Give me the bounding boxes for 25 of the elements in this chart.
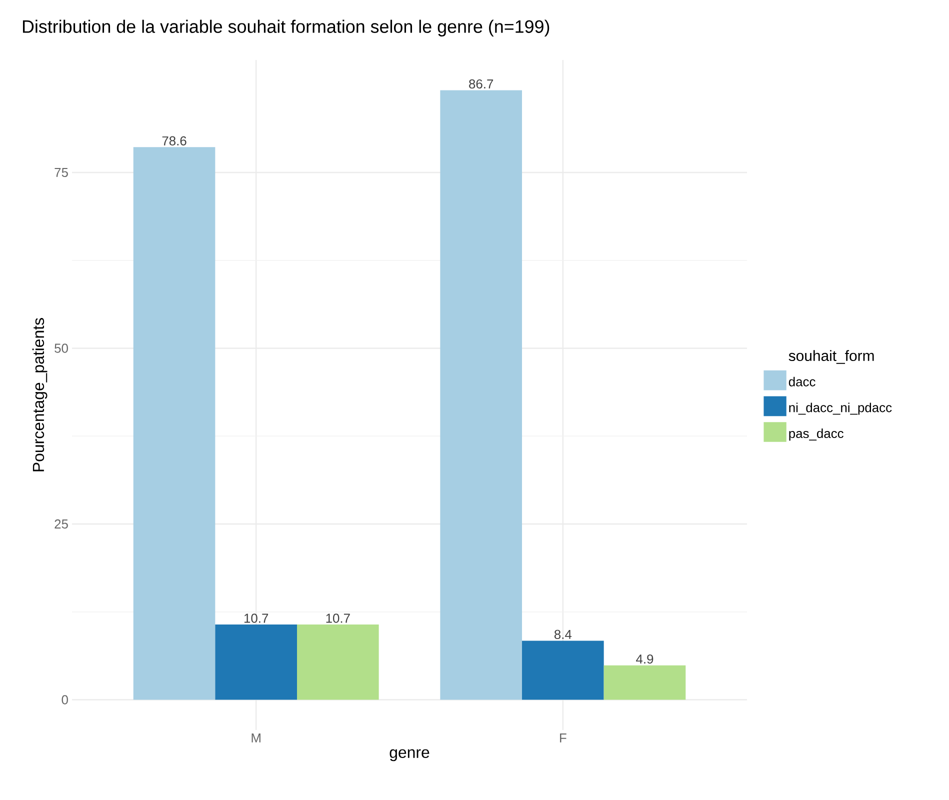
- data-label: 4.9: [636, 654, 654, 664]
- data-label: 10.7: [244, 614, 268, 623]
- data-label: 8.4: [554, 630, 572, 640]
- y-axis-title: Pourcentage_patients: [32, 318, 48, 472]
- data-label: 86.7: [469, 79, 494, 89]
- y-tick-label: 75: [54, 168, 68, 177]
- y-tick-label: 50: [54, 344, 68, 353]
- legend-label: pas_dacc: [789, 428, 844, 441]
- bar: [133, 147, 216, 700]
- data-label: 10.7: [326, 614, 350, 623]
- x-tick-label: F: [560, 734, 566, 742]
- bar: [215, 624, 298, 700]
- bar: [297, 624, 379, 700]
- x-tick-label: M: [252, 734, 260, 742]
- legend-title: souhait_form: [788, 350, 874, 364]
- legend-label: ni_dacc_ni_pdacc: [789, 402, 892, 415]
- data-label: 78.6: [162, 136, 186, 146]
- bar: [604, 665, 686, 700]
- y-tick-label: 0: [62, 695, 68, 704]
- bar: [440, 90, 522, 700]
- y-tick-label: 25: [54, 519, 68, 529]
- bar: [522, 640, 604, 700]
- chart-title: Distribution de la variable souhait formation selon le genre (n=199): [22, 20, 550, 36]
- x-axis-title: genre: [390, 749, 430, 762]
- legend-label: dacc: [788, 376, 816, 386]
